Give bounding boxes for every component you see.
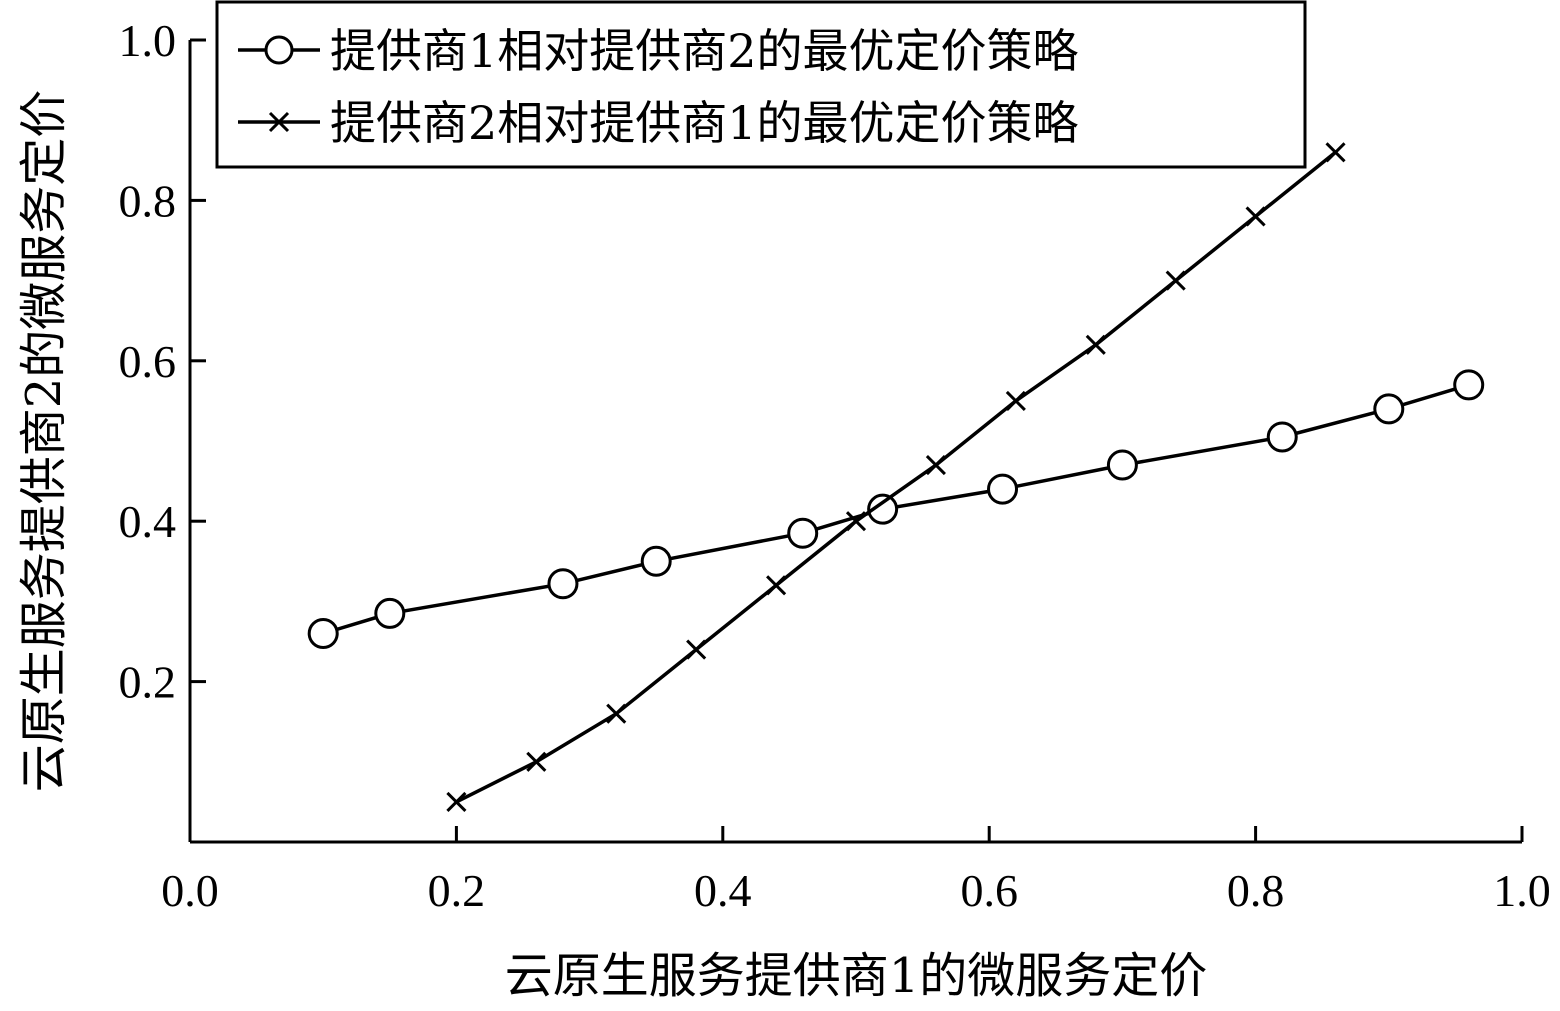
y-axis-title: 云原生服务提供商2的微服务定价 [16, 90, 72, 793]
series-1-point-10 [1453, 369, 1485, 401]
series-2-point-8 [1085, 334, 1106, 355]
legend-label-2: 提供商2相对提供商1的最优定价策略 [330, 96, 1079, 150]
series-2-point-4 [766, 575, 787, 596]
series-1-point-2 [547, 568, 579, 600]
series-1-point-5 [867, 493, 899, 525]
series-2-line [455, 150, 1337, 804]
series-1-point-0 [307, 617, 339, 649]
x-ticks: 0.0 0.2 0.4 0.6 0.8 1.0 [161, 826, 1551, 916]
series-2-point-7 [1005, 390, 1026, 411]
y-tick-label-4: 1.0 [119, 15, 177, 66]
legend-box [215, 0, 1307, 169]
legend: 提供商1相对提供商2的最优定价策略 提供商2相对提供商1的最优定价策略 [215, 0, 1307, 169]
x-tick-label-2: 0.4 [694, 865, 752, 916]
series-2-point-1 [526, 751, 547, 772]
x-tick-label-4: 0.8 [1227, 865, 1285, 916]
y-tick-label-2: 0.6 [119, 336, 177, 387]
series-2 [446, 142, 1346, 812]
legend-label-1: 提供商1相对提供商2的最优定价策略 [330, 24, 1079, 78]
series-1-point-4 [787, 517, 819, 549]
series-2-point-3 [686, 639, 707, 660]
series-2-point-9 [1165, 270, 1186, 291]
series-1-point-3 [640, 545, 672, 577]
series-layer [307, 142, 1485, 812]
series-1-point-9 [1373, 393, 1405, 425]
series-2-point-5 [845, 511, 867, 532]
x-axis-title: 云原生服务提供商1的微服务定价 [505, 948, 1208, 1004]
series-1-point-6 [987, 473, 1019, 505]
y-tick-label-0: 0.2 [119, 657, 177, 708]
x-tick-label-0: 0.0 [161, 865, 219, 916]
x-tick-label-5: 1.0 [1493, 865, 1551, 916]
legend-marker-circle [264, 35, 294, 65]
series-1-point-7 [1106, 449, 1138, 481]
series-1-point-1 [374, 597, 406, 629]
series-2-point-11 [1325, 142, 1346, 163]
series-1 [307, 369, 1485, 649]
y-tick-label-3: 0.8 [119, 175, 177, 226]
series-2-point-10 [1245, 206, 1266, 227]
legend-marker-x [268, 111, 290, 133]
y-ticks: 0.2 0.4 0.6 0.8 1.0 [119, 15, 206, 708]
series-2-point-2 [606, 703, 627, 724]
x-tick-label-1: 0.2 [428, 865, 486, 916]
x-tick-label-3: 0.6 [960, 865, 1018, 916]
y-tick-label-1: 0.4 [119, 496, 177, 547]
axes [188, 40, 1522, 844]
series-1-point-8 [1266, 421, 1298, 453]
series-2-point-0 [446, 791, 467, 812]
series-2-point-6 [925, 454, 946, 476]
